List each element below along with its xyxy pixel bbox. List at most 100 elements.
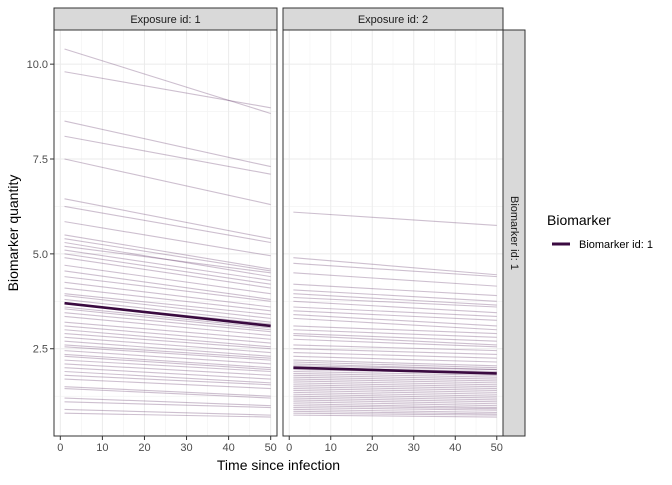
individual-trajectory-line	[293, 403, 497, 409]
individual-trajectory-line	[64, 276, 271, 302]
individual-trajectory-line	[64, 315, 271, 336]
individual-trajectory-line	[293, 211, 497, 226]
individual-trajectory-line	[293, 388, 497, 393]
individual-trajectory-line	[64, 221, 271, 257]
individual-trajectory-line	[64, 135, 271, 175]
individual-trajectory-line	[293, 374, 497, 380]
y-tick-label: 7.5	[33, 154, 48, 166]
individual-trajectory-line	[293, 317, 497, 331]
panel-1	[53, 29, 278, 437]
individual-trajectory-line	[293, 338, 497, 348]
x-tick-label: 50	[265, 442, 277, 454]
individual-trajectory-line	[293, 382, 497, 388]
individual-trajectory-line	[64, 158, 271, 206]
individual-trajectory-line	[64, 412, 271, 418]
individual-trajectory-line	[293, 399, 497, 405]
row-strip	[502, 29, 526, 437]
individual-trajectory-line	[293, 378, 497, 384]
x-tick-label: 10	[325, 442, 337, 454]
individual-trajectory-line	[293, 406, 497, 411]
facet-strip-label-2: Exposure id: 2	[358, 14, 428, 26]
individual-trajectory-line	[64, 249, 271, 281]
panel-border	[53, 29, 278, 437]
individual-trajectory-line	[293, 334, 497, 346]
individual-trajectory-line	[64, 287, 271, 312]
y-axis-title: Biomarker quantity	[5, 175, 21, 292]
individual-trajectory-line	[64, 198, 271, 240]
individual-trajectory-line	[293, 408, 497, 414]
individual-trajectory-line	[293, 272, 497, 287]
individual-trajectory-line	[293, 306, 497, 318]
individual-trajectory-line	[64, 253, 271, 285]
individual-trajectory-line	[293, 372, 497, 378]
individual-trajectory-line	[64, 306, 271, 329]
individual-trajectory-line	[64, 241, 271, 278]
individual-trajectory-line	[64, 205, 271, 244]
individual-trajectory-line	[64, 293, 271, 316]
individual-trajectory-line	[293, 412, 497, 416]
x-tick-label: 20	[366, 442, 378, 454]
individual-trajectory-line	[64, 257, 271, 289]
individual-trajectory-line	[64, 346, 271, 361]
individual-trajectory-line	[293, 344, 497, 352]
panel-2	[282, 29, 504, 437]
individual-trajectory-line	[64, 48, 271, 115]
individual-trajectory-line	[293, 380, 497, 386]
individual-trajectory-line	[293, 348, 497, 355]
individual-trajectory-line	[64, 336, 271, 354]
individual-trajectory-line	[64, 408, 271, 416]
individual-trajectory-line	[64, 355, 271, 371]
individual-trajectory-line	[293, 257, 497, 276]
individual-trajectory-line	[64, 234, 271, 270]
individual-trajectory-line	[293, 397, 497, 403]
individual-trajectory-line	[64, 308, 271, 331]
individual-trajectory-line	[64, 333, 271, 350]
individual-trajectory-line	[293, 293, 497, 306]
individual-trajectory-line	[293, 296, 497, 308]
x-axis-title: Time since infection	[217, 457, 340, 473]
individual-trajectory-line	[64, 329, 271, 348]
individual-trajectory-line	[64, 397, 271, 407]
y-tick-label: 10.0	[27, 59, 48, 71]
x-tick-label: 30	[408, 442, 420, 454]
individual-trajectory-line	[64, 321, 271, 340]
individual-trajectory-line	[64, 120, 271, 168]
mean-trajectory-line	[293, 366, 497, 375]
individual-trajectory-line	[293, 325, 497, 335]
individual-trajectory-line	[293, 386, 497, 392]
y-tick-label: 2.5	[33, 344, 48, 356]
individual-trajectory-line	[64, 386, 271, 397]
x-tick-label: 20	[138, 442, 150, 454]
individual-trajectory-line	[64, 353, 271, 369]
individual-trajectory-line	[293, 310, 497, 321]
individual-trajectory-line	[293, 329, 497, 338]
individual-trajectory-line	[293, 283, 497, 297]
row-strip-label: Biomarker id: 1	[508, 196, 520, 270]
individual-trajectory-line	[293, 410, 497, 415]
individual-trajectory-line	[293, 370, 497, 376]
individual-trajectory-line	[293, 314, 497, 327]
individual-trajectory-line	[64, 264, 271, 295]
individual-trajectory-line	[293, 300, 497, 314]
individual-trajectory-line	[64, 374, 271, 386]
individual-trajectory-line	[293, 414, 497, 418]
individual-trajectory-line	[293, 376, 497, 382]
individual-trajectory-line	[293, 365, 497, 371]
facet-strip-label-1: Exposure id: 1	[130, 14, 200, 26]
individual-trajectory-line	[64, 238, 271, 272]
individual-trajectory-line	[64, 363, 271, 376]
individual-trajectory-line	[64, 388, 271, 399]
individual-trajectory-line	[293, 401, 497, 407]
x-tick-label: 0	[57, 442, 63, 454]
legend-title: Biomarker	[547, 212, 611, 228]
individual-trajectory-line	[64, 370, 271, 384]
x-tick-label: 40	[449, 442, 461, 454]
x-tick-label: 30	[180, 442, 192, 454]
individual-trajectory-line	[64, 281, 271, 308]
individual-trajectory-line	[293, 359, 497, 367]
individual-trajectory-line	[64, 350, 271, 365]
individual-trajectory-line	[293, 333, 497, 342]
x-tick-label: 40	[222, 442, 234, 454]
